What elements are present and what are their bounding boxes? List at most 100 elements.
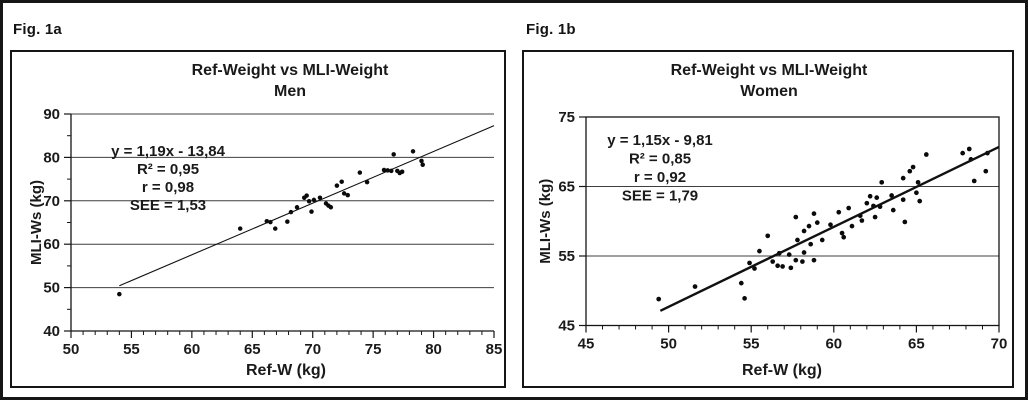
x-tick-label: 50 (63, 341, 80, 358)
data-point (900, 175, 906, 181)
y-tick-label: 50 (43, 280, 60, 297)
data-point (357, 170, 363, 175)
data-points (117, 149, 425, 297)
data-point (752, 266, 757, 271)
data-point (399, 169, 405, 174)
data-point (738, 280, 744, 286)
gridlines (586, 186, 999, 257)
data-point (410, 149, 416, 154)
y-axis-title: MLI-Ws (kg) (28, 180, 45, 265)
data-point (339, 179, 344, 184)
data-point (317, 195, 323, 201)
data-point (341, 191, 347, 196)
x-tick-label: 55 (743, 336, 760, 353)
data-point (272, 226, 278, 231)
data-point (849, 223, 855, 229)
data-point (800, 259, 805, 264)
y-tick-label: 75 (558, 109, 575, 126)
x-tick-label: 60 (184, 341, 201, 358)
x-axis-title: Ref-W (kg) (742, 362, 822, 379)
chart-title: Ref-Weight vs MLI-Weight (671, 62, 868, 79)
data-point (801, 250, 807, 255)
annotation: y = 1,15x - 9,81 R² = 0,85r = 0,92 SEE = 1… (607, 132, 713, 205)
annotation-line-3: SEE = 1,79 (622, 188, 698, 205)
x-tick-label: 60 (825, 336, 842, 353)
data-point (237, 226, 243, 231)
data-point (900, 197, 906, 203)
data-point (836, 209, 842, 215)
data-point (846, 205, 852, 211)
x-tick-label: 80 (425, 341, 442, 358)
chart-box-border (10, 50, 506, 388)
data-point (757, 248, 762, 254)
data-point (334, 183, 340, 188)
data-point (311, 197, 317, 203)
annotation-line-2: r = 0,98 (142, 179, 194, 196)
gridlines (71, 113, 494, 289)
data-point (914, 190, 919, 196)
data-point (306, 198, 312, 204)
y-axis-ticks: 45 55 65 75 (558, 109, 586, 335)
data-point (808, 241, 814, 247)
data-point (915, 179, 921, 185)
x-axis-ticks: 45 50 55 60 65 70 (578, 325, 1008, 353)
y-tick-label: 65 (558, 179, 575, 196)
x-tick-label: 85 (486, 341, 503, 358)
data-point (304, 193, 309, 198)
data-point (859, 218, 865, 223)
data-point (890, 207, 896, 213)
data-point (309, 209, 314, 214)
data-point (872, 214, 878, 220)
data-point (780, 264, 785, 269)
x-tick-label: 50 (660, 336, 677, 353)
data-points (656, 146, 990, 302)
data-point (328, 205, 334, 210)
fig-1b-label: Fig. 1b (526, 21, 576, 38)
x-tick-label: 65 (244, 341, 261, 358)
annotation-line-0: y = 1,15x - 9,81 (607, 132, 713, 149)
data-point (879, 179, 885, 185)
x-tick-label: 55 (123, 341, 140, 358)
data-point (775, 263, 780, 269)
chart-subtitle: Men (274, 83, 306, 100)
data-point (841, 234, 847, 240)
y-tick-label: 90 (43, 106, 60, 123)
x-tick-label: 65 (908, 336, 925, 353)
y-axis-title: MLI-Ws (kg) (537, 179, 554, 264)
data-point (828, 222, 833, 228)
x-tick-label: 45 (578, 336, 595, 353)
data-point (889, 193, 894, 198)
data-point (770, 259, 776, 264)
data-point (874, 195, 880, 200)
x-tick-label: 70 (991, 336, 1008, 353)
data-point (819, 237, 825, 243)
data-point (923, 152, 929, 157)
data-point (971, 178, 977, 184)
annotation-line-1: R² = 0,85 (629, 151, 691, 168)
data-point (692, 284, 698, 289)
data-point (960, 150, 966, 156)
data-point (742, 296, 747, 301)
data-point (391, 152, 396, 157)
y-axis-ticks: 40 50 60 70 80 90 (43, 106, 71, 340)
chart-box-men: 50 55 60 65 70 75 80 85 40 50 60 70 80 90 Ref-Weight v… (10, 50, 506, 388)
data-point (285, 219, 290, 224)
chart-box-border (522, 50, 1014, 388)
data-point (806, 223, 812, 229)
x-axis-title: Ref-W (kg) (246, 362, 326, 379)
x-tick-label: 75 (365, 341, 382, 358)
data-point (910, 164, 916, 170)
data-point (364, 179, 370, 185)
data-point (345, 192, 351, 198)
y-tick-label: 45 (558, 318, 575, 335)
data-point (839, 230, 845, 236)
data-point (765, 233, 771, 239)
data-point (867, 193, 873, 199)
data-point (788, 265, 794, 271)
annotation-line-0: y = 1,19x - 13,84 (111, 143, 225, 160)
y-tick-label: 70 (43, 193, 60, 210)
trend-line (119, 125, 495, 287)
data-point (864, 200, 870, 206)
